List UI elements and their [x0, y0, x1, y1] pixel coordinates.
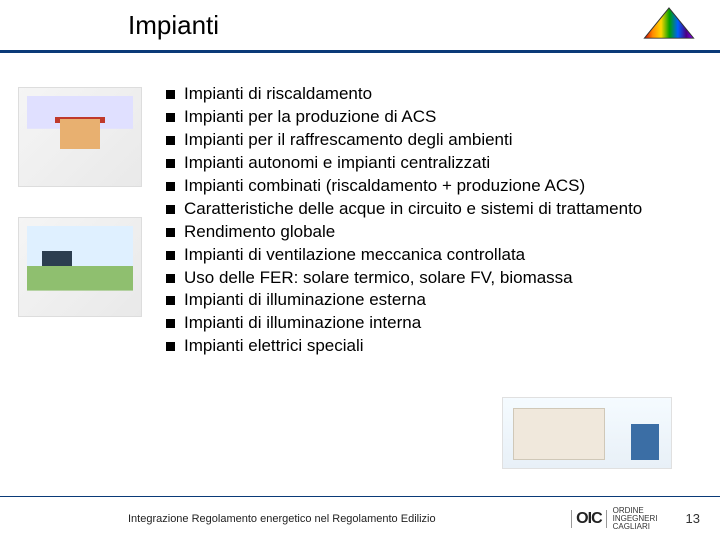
list-item: Impianti di riscaldamento [166, 83, 680, 106]
illustration-heating-house [18, 87, 142, 187]
list-item: Impianti autonomi e impianti centralizza… [166, 152, 680, 175]
oic-line3: CAGLIARI [613, 522, 650, 531]
list-item: Impianti combinati (riscaldamento + prod… [166, 175, 680, 198]
list-item: Impianti di illuminazione interna [166, 312, 680, 335]
illustration-solar-house [18, 217, 142, 317]
list-item: Impianti elettrici speciali [166, 335, 680, 358]
page-number: 13 [686, 511, 700, 526]
list-item: Impianti di ventilazione meccanica contr… [166, 244, 680, 267]
body: Impianti di riscaldamento Impianti per l… [0, 53, 720, 483]
footer-right: OIC ORDINE INGEGNERI CAGLIARI 13 [571, 507, 700, 531]
bullet-list: Impianti di riscaldamento Impianti per l… [166, 83, 680, 358]
oic-logo-subtitle: ORDINE INGEGNERI CAGLIARI [613, 507, 658, 531]
illustration-floor-heating [502, 397, 672, 469]
oic-logo: OIC ORDINE INGEGNERI CAGLIARI [571, 507, 657, 531]
footer: Integrazione Regolamento energetico nel … [0, 496, 720, 540]
footer-text: Integrazione Regolamento energetico nel … [128, 513, 436, 525]
slide: Impianti Impianti di [0, 0, 720, 540]
list-item: Impianti per il raffrescamento degli amb… [166, 129, 680, 152]
list-item: Rendimento globale [166, 221, 680, 244]
page-title: Impianti [128, 10, 720, 41]
list-item: Impianti per la produzione di ACS [166, 106, 680, 129]
side-images [18, 87, 152, 347]
list-item: Uso delle FER: solare termico, solare FV… [166, 267, 680, 290]
list-item: Caratteristiche delle acque in circuito … [166, 198, 680, 221]
oic-logo-mark: OIC [571, 510, 606, 528]
list-item: Impianti di illuminazione esterna [166, 289, 680, 312]
header: Impianti [0, 0, 720, 48]
prism-logo-icon [640, 6, 698, 42]
